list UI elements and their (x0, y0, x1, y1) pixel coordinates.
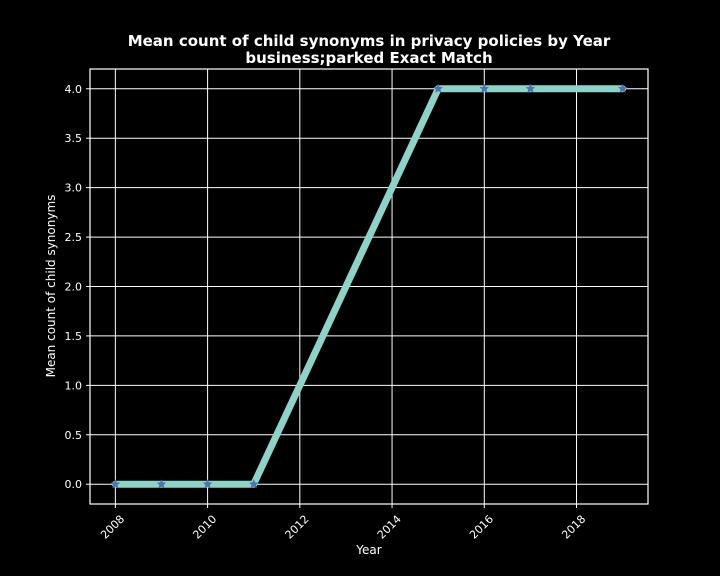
x-tick-label: 2010 (190, 513, 219, 542)
x-tick-label: 2008 (98, 513, 127, 542)
y-tick-label: 1.0 (65, 379, 83, 392)
y-tick-label: 0.0 (65, 478, 83, 491)
data-point (202, 479, 213, 489)
data-point (617, 83, 628, 93)
y-tick-label: 3.5 (65, 132, 83, 145)
y-tick-label: 0.5 (65, 429, 83, 442)
chart-title: Mean count of child synonyms in privacy … (128, 32, 611, 50)
tick-labels: 0.0 0.5 1.0 1.5 2.0 2.5 3.0 3.5 4.0 2008 2010 2012 2… (65, 83, 589, 542)
chart-subtitle: business;parked Exact Match (245, 49, 492, 67)
series (110, 83, 628, 489)
series-line (111, 85, 627, 488)
x-tick-label: 2018 (559, 513, 588, 542)
plot-frame (89, 68, 649, 505)
y-tick-label: 3.0 (65, 182, 83, 195)
data-point (248, 479, 259, 489)
y-tick-label: 1.5 (65, 330, 83, 343)
data-point (110, 479, 121, 489)
x-tick-label: 2016 (467, 513, 496, 542)
data-point (525, 83, 536, 93)
data-point (479, 83, 490, 93)
x-axis-label: Year (355, 543, 381, 557)
data-point (156, 479, 167, 489)
y-axis-label: Mean count of child synonyms (44, 195, 58, 378)
x-tick-label: 2014 (375, 513, 404, 542)
data-point (433, 83, 444, 93)
x-tick-label: 2012 (283, 513, 312, 542)
y-tick-label: 2.5 (65, 231, 83, 244)
y-tick-label: 2.0 (65, 281, 83, 294)
y-tick-label: 4.0 (65, 83, 83, 96)
grid (90, 69, 648, 504)
